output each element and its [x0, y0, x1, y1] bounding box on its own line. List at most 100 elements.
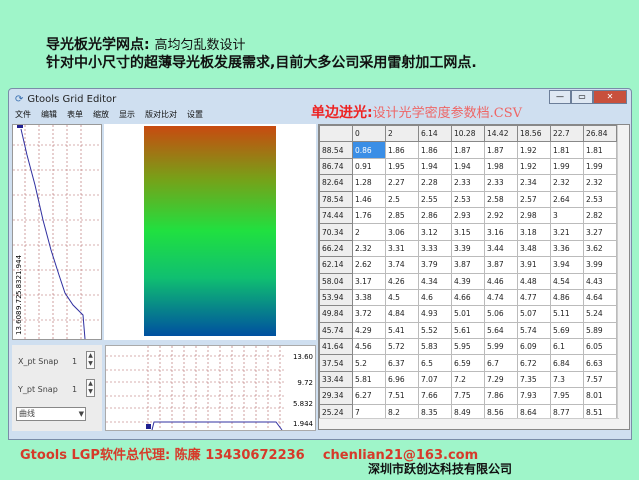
table-cell[interactable]: 7.57 — [583, 370, 617, 389]
contact-email[interactable]: chenlian21@163.com — [322, 448, 479, 463]
close-button[interactable]: ✕ — [593, 90, 627, 104]
bottom-curve-chart[interactable]: 13.60 9.72 5.832 1.944 — [105, 345, 316, 431]
table-cell[interactable]: 2.34 — [517, 174, 551, 192]
maximize-button[interactable]: ▭ — [571, 90, 593, 104]
table-cell[interactable]: 5.89 — [583, 321, 617, 340]
table-cell[interactable]: 3.06 — [385, 223, 419, 241]
row-header[interactable]: 58.04 — [319, 272, 353, 290]
table-cell[interactable]: 2.57 — [517, 190, 551, 208]
table-cell[interactable]: 1.99 — [583, 157, 617, 176]
table-cell[interactable]: 5.99 — [484, 338, 518, 356]
table-cell[interactable]: 1.98 — [484, 157, 518, 176]
table-cell[interactable]: 1.92 — [517, 141, 551, 159]
table-cell[interactable]: 2.55 — [418, 190, 452, 208]
table-cell[interactable]: 7.2 — [451, 370, 485, 389]
row-header[interactable]: 49.84 — [319, 305, 353, 323]
table-cell[interactable]: 2.33 — [451, 174, 485, 192]
table-cell[interactable]: 3.12 — [418, 223, 452, 241]
table-cell[interactable]: 2.85 — [385, 206, 419, 225]
table-cell[interactable]: 7.93 — [517, 387, 551, 405]
menu-compare[interactable]: 版对比对 — [145, 110, 177, 119]
table-cell[interactable]: 3.27 — [583, 223, 617, 241]
column-header[interactable]: 26.84 — [583, 125, 617, 143]
table-cell[interactable]: 3.99 — [583, 256, 617, 274]
table-cell[interactable]: 2.64 — [550, 190, 584, 208]
table-cell[interactable]: 6.09 — [517, 338, 551, 356]
row-header[interactable]: 33.44 — [319, 370, 353, 389]
table-cell[interactable]: 2.86 — [418, 206, 452, 225]
table-cell[interactable]: 5.06 — [484, 305, 518, 323]
y-snap-spinner[interactable]: ▲ ▼ — [86, 379, 95, 397]
table-cell[interactable]: 5.72 — [385, 338, 419, 356]
table-cell[interactable]: 1.87 — [451, 141, 485, 159]
menu-settings[interactable]: 设置 — [187, 110, 203, 119]
table-cell[interactable]: 2.53 — [583, 190, 617, 208]
table-cell[interactable]: 3.38 — [352, 288, 386, 307]
table-cell[interactable]: 3.39 — [451, 239, 485, 258]
table-cell[interactable]: 1.76 — [352, 206, 386, 225]
table-cell[interactable]: 3.62 — [583, 239, 617, 258]
column-header[interactable]: 14.42 — [484, 125, 518, 143]
column-header[interactable]: 10.28 — [451, 125, 485, 143]
table-cell[interactable]: 5.24 — [583, 305, 617, 323]
x-snap-value[interactable]: 1 — [72, 357, 78, 366]
table-cell[interactable]: 3.74 — [385, 256, 419, 274]
column-header[interactable]: 18.56 — [517, 125, 551, 143]
table-cell[interactable]: 3.87 — [451, 256, 485, 274]
table-cell[interactable]: 1.86 — [385, 141, 419, 159]
table-cell[interactable]: 6.84 — [550, 354, 584, 372]
table-cell[interactable]: 3.72 — [352, 305, 386, 323]
table-cell[interactable]: 5.74 — [517, 321, 551, 340]
table-cell[interactable]: 2.32 — [583, 174, 617, 192]
table-cell[interactable]: 7.66 — [418, 387, 452, 405]
vertical-scrollbar[interactable] — [617, 125, 629, 429]
row-header[interactable]: 82.64 — [319, 174, 353, 192]
row-header[interactable]: 88.54 — [319, 141, 353, 159]
table-cell[interactable]: 2.32 — [352, 239, 386, 258]
row-header[interactable]: 45.74 — [319, 321, 353, 340]
table-cell[interactable]: 1.86 — [418, 141, 452, 159]
row-header[interactable]: 62.14 — [319, 256, 353, 274]
table-cell[interactable]: 3.33 — [418, 239, 452, 258]
table-cell[interactable]: 4.48 — [517, 272, 551, 290]
table-cell[interactable]: 1.94 — [451, 157, 485, 176]
table-cell[interactable]: 4.26 — [385, 272, 419, 290]
table-cell[interactable]: 8.01 — [583, 387, 617, 405]
column-header[interactable]: 22.7 — [550, 125, 584, 143]
table-cell[interactable]: 5.41 — [385, 321, 419, 340]
table-cell[interactable]: 3.87 — [484, 256, 518, 274]
table-cell[interactable]: 7.07 — [418, 370, 452, 389]
table-cell[interactable]: 2 — [352, 223, 386, 241]
table-cell[interactable]: 2.62 — [352, 256, 386, 274]
row-header[interactable]: 41.64 — [319, 338, 353, 356]
table-cell[interactable]: 4.39 — [451, 272, 485, 290]
column-header[interactable]: 2 — [385, 125, 419, 143]
table-cell[interactable]: 3.48 — [517, 239, 551, 258]
table-cell[interactable]: 6.1 — [550, 338, 584, 356]
table-cell[interactable]: 1.87 — [484, 141, 518, 159]
menu-view[interactable]: 显示 — [119, 110, 135, 119]
table-cell[interactable]: 5.2 — [352, 354, 386, 372]
table-cell[interactable]: 3.94 — [550, 256, 584, 274]
table-cell[interactable]: 5.69 — [550, 321, 584, 340]
table-cell[interactable]: 7.86 — [484, 387, 518, 405]
table-cell[interactable]: 3.18 — [517, 223, 551, 241]
table-cell[interactable]: 6.27 — [352, 387, 386, 405]
x-snap-spinner[interactable]: ▲ ▼ — [86, 351, 95, 369]
row-header[interactable]: 53.94 — [319, 288, 353, 307]
column-header[interactable]: 6.14 — [418, 125, 452, 143]
row-header[interactable]: 86.74 — [319, 157, 353, 176]
table-cell[interactable]: 2.98 — [517, 206, 551, 225]
menu-zoom[interactable]: 缩放 — [93, 110, 109, 119]
table-cell[interactable]: 2.82 — [583, 206, 617, 225]
table-cell[interactable]: 7.3 — [550, 370, 584, 389]
table-cell[interactable]: 6.37 — [385, 354, 419, 372]
table-cell[interactable]: 2.58 — [484, 190, 518, 208]
table-cell[interactable]: 5.52 — [418, 321, 452, 340]
row-header[interactable]: 25.24 — [319, 403, 353, 422]
table-cell[interactable]: 0.91 — [352, 157, 386, 176]
table-cell[interactable]: 6.05 — [583, 338, 617, 356]
table-cell[interactable]: 1.28 — [352, 174, 386, 192]
table-cell[interactable]: 4.86 — [550, 288, 584, 307]
table-cell[interactable]: 4.6 — [418, 288, 452, 307]
